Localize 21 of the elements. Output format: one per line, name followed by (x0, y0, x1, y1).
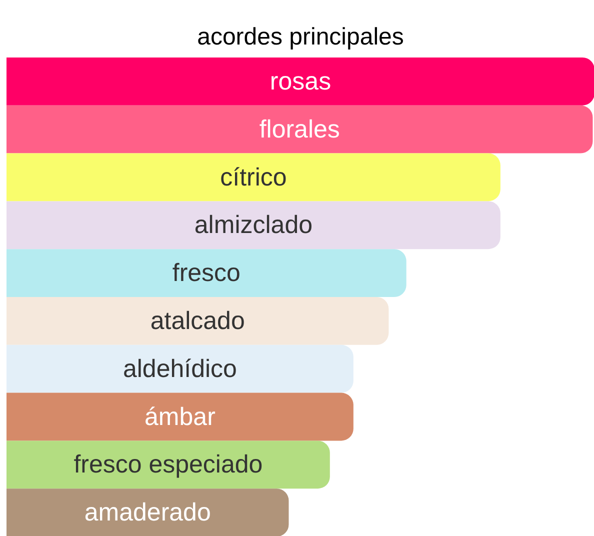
bar (6, 297, 389, 345)
bar (6, 344, 354, 393)
bar (6, 440, 330, 489)
y-tick-label: aldehídico (122, 354, 237, 383)
bar (6, 249, 406, 297)
y-tick-label: ámbar (144, 402, 216, 431)
bar (6, 392, 354, 441)
bar (6, 105, 593, 154)
y-tick-label: cítrico (220, 163, 287, 192)
chart-title: acordes principales (197, 24, 404, 50)
bar (6, 488, 289, 536)
bar (6, 58, 594, 106)
y-tick-label: rosas (270, 67, 332, 96)
y-tick-label: almizclado (194, 211, 313, 240)
bar (6, 153, 500, 202)
y-tick-label: florales (259, 115, 340, 144)
y-tick-label: fresco especiado (74, 450, 263, 479)
y-tick-label: atalcado (150, 306, 245, 335)
y-tick-label: fresco (172, 259, 240, 288)
y-tick-label: amaderado (84, 498, 211, 527)
bar (6, 201, 500, 250)
